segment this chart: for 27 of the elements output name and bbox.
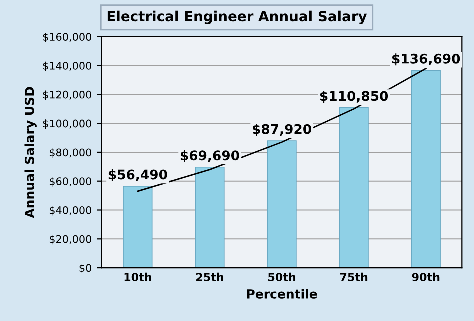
bar [195,166,225,268]
x-axis-title: Percentile [247,289,318,299]
x-tick-label: 50th [268,272,296,282]
y-tick-label: $120,000 [43,90,92,100]
y-tick-label: $0 [80,264,92,274]
bar [339,107,369,268]
chart-title: Electrical Engineer Annual Salary [108,10,368,24]
y-tick-label: $100,000 [43,120,92,130]
data-label: $110,850 [320,90,388,103]
bar [123,186,153,268]
bar [411,70,441,268]
data-label: $136,690 [392,54,460,66]
y-tick-label: $40,000 [50,206,92,216]
y-tick-label: $140,000 [43,62,92,72]
y-tick-label: $20,000 [50,235,92,245]
y-tick-label: $80,000 [50,148,92,158]
data-label: $87,920 [253,124,312,136]
bar [267,140,297,268]
x-tick-label: 10th [124,272,152,282]
y-tick-label: $60,000 [50,177,92,187]
y-tick-label: $160,000 [43,32,92,42]
data-label: $69,690 [180,150,240,162]
y-axis-title: Annual Salary USD [24,87,37,218]
data-label: $56,490 [108,170,168,182]
x-tick-label: 25th [196,272,224,282]
x-tick-label: 75th [340,272,368,282]
x-tick-label: 90th [412,272,440,282]
